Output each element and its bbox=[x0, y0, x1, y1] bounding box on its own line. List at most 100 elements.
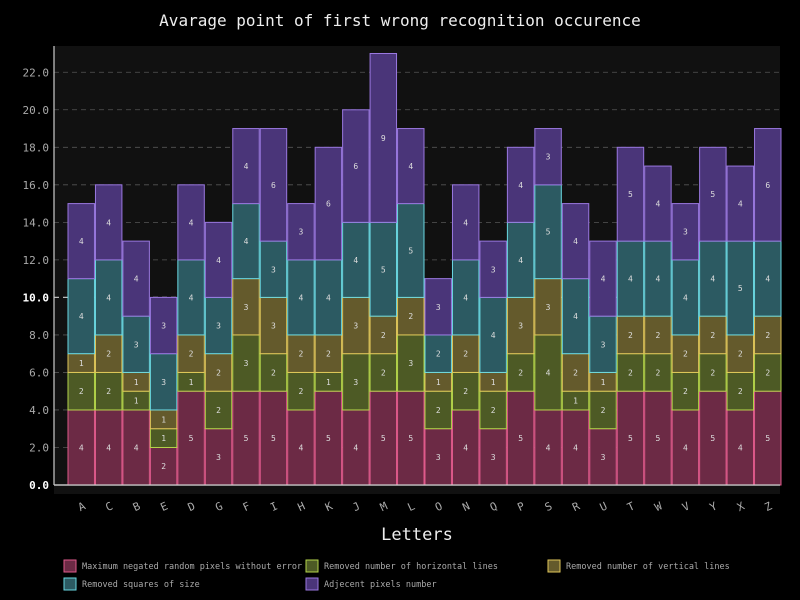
bar-segment-label: 4 bbox=[463, 293, 468, 302]
y-tick-label: 8.0 bbox=[29, 329, 49, 342]
bar-segment bbox=[369, 53, 398, 223]
bar-segment bbox=[561, 409, 590, 486]
x-tick-label: F bbox=[241, 500, 252, 515]
bar-segment bbox=[232, 390, 260, 486]
legend-label: Maximum negated random pixels without er… bbox=[82, 562, 302, 572]
bar-segment-label: 2 bbox=[216, 368, 221, 377]
bar-segment-label: 2 bbox=[765, 368, 770, 377]
x-tick-label: Y bbox=[708, 499, 720, 514]
bar-segment bbox=[644, 240, 672, 317]
bar-segment-label: 5 bbox=[656, 434, 661, 443]
bar-segment-label: 3 bbox=[518, 322, 523, 331]
x-tick-label: J bbox=[351, 500, 362, 515]
bar-segment-label: 4 bbox=[353, 256, 358, 265]
bar-segment-label: 4 bbox=[710, 275, 715, 284]
bar-segment bbox=[149, 296, 178, 355]
bar-segment bbox=[754, 390, 782, 486]
y-tick-label: 10.0 bbox=[23, 291, 50, 304]
bar-segment bbox=[726, 371, 755, 411]
bar-segment-label: 2 bbox=[683, 387, 688, 396]
bar-segment bbox=[369, 221, 398, 317]
bar-segment bbox=[451, 334, 480, 373]
bar-segment-label: 4 bbox=[573, 312, 578, 321]
bar-segment-label: 4 bbox=[408, 162, 413, 171]
bar-segment-label: 4 bbox=[106, 293, 111, 302]
bar-segment-label: 2 bbox=[161, 462, 166, 471]
bar-segment-label: 3 bbox=[601, 453, 606, 462]
bar-segment bbox=[644, 165, 672, 242]
bar-segment bbox=[259, 353, 288, 392]
y-tick-label: 22.0 bbox=[23, 66, 50, 79]
legend-label: Removed number of vertical lines bbox=[566, 562, 730, 572]
bar-segment-label: 2 bbox=[601, 406, 606, 415]
bar-segment bbox=[259, 240, 288, 298]
bar-segment-label: 3 bbox=[244, 303, 249, 312]
bar-segment-label: 4 bbox=[683, 293, 688, 302]
bar-segment bbox=[232, 128, 260, 205]
bar-segment-label: 2 bbox=[573, 368, 578, 377]
bar-segment bbox=[479, 240, 507, 298]
bar-segment bbox=[506, 353, 535, 392]
bar-segment bbox=[671, 334, 700, 373]
bar-segment bbox=[122, 409, 150, 486]
x-tick-label: H bbox=[296, 500, 307, 515]
bar-segment bbox=[699, 240, 727, 317]
legend-swatch bbox=[63, 559, 77, 573]
bar-segment bbox=[204, 296, 233, 355]
bar-segment bbox=[204, 428, 233, 486]
bar-segment-label: 5 bbox=[628, 434, 633, 443]
x-tick-label: L bbox=[406, 499, 418, 514]
bar-segment-label: 3 bbox=[353, 378, 358, 387]
bar-segment bbox=[671, 203, 700, 261]
bar-segment bbox=[204, 390, 233, 430]
x-tick-label: S bbox=[543, 500, 554, 515]
bar-segment bbox=[259, 128, 288, 242]
bar-segment bbox=[726, 165, 755, 242]
legend-swatch bbox=[63, 577, 77, 591]
bar-segment bbox=[506, 221, 535, 298]
bar-segment bbox=[94, 184, 123, 261]
bar-segment-label: 4 bbox=[656, 200, 661, 209]
bar-segment-label: 4 bbox=[738, 200, 743, 209]
bar-segment-label: 4 bbox=[518, 256, 523, 265]
bar-segment-label: 3 bbox=[601, 340, 606, 349]
bar-segment-label: 2 bbox=[765, 331, 770, 340]
x-tick-label: A bbox=[76, 499, 88, 514]
bar-segment-label: 1 bbox=[491, 378, 496, 387]
y-tick-label: 20.0 bbox=[23, 104, 50, 117]
bar-segment bbox=[534, 334, 562, 411]
bar-segment-label: 6 bbox=[326, 200, 331, 209]
bar-segment-label: 2 bbox=[518, 368, 523, 377]
legend: Maximum negated random pixels without er… bbox=[63, 559, 730, 591]
bar-segment bbox=[342, 109, 370, 223]
bar-segment bbox=[177, 334, 205, 373]
bar-segment-label: 5 bbox=[710, 434, 715, 443]
bar-segment bbox=[726, 334, 755, 373]
bar-segment-label: 2 bbox=[216, 406, 221, 415]
bar-segment bbox=[479, 296, 507, 373]
bar-segment-label: 2 bbox=[656, 368, 661, 377]
bar-segment bbox=[561, 353, 590, 392]
bar-segment-label: 2 bbox=[710, 368, 715, 377]
bar-segment bbox=[424, 428, 452, 486]
bar-segment-label: 2 bbox=[628, 331, 633, 340]
bar-segment-label: 5 bbox=[381, 434, 386, 443]
bar-segment-label: 5 bbox=[408, 246, 413, 255]
x-tick-label: X bbox=[735, 499, 747, 514]
bar-segment-label: 6 bbox=[765, 181, 770, 190]
bar-segment-label: 3 bbox=[271, 265, 276, 274]
bar-segment-label: 5 bbox=[381, 265, 386, 274]
bar-segment-label: 4 bbox=[683, 443, 688, 452]
bar-segment-label: 4 bbox=[738, 443, 743, 452]
y-tick-label: 14.0 bbox=[23, 216, 50, 229]
bar-segment-label: 2 bbox=[491, 406, 496, 415]
x-tick-label: Q bbox=[488, 500, 499, 515]
bar-segment-label: 1 bbox=[601, 378, 606, 387]
legend-swatch bbox=[305, 577, 319, 591]
bar-segment bbox=[122, 315, 150, 373]
bar-segment-label: 2 bbox=[683, 350, 688, 359]
bar-segment-label: 1 bbox=[326, 378, 331, 387]
bar-segment bbox=[397, 390, 425, 486]
bar-segment-label: 3 bbox=[683, 228, 688, 237]
bar-segment-label: 2 bbox=[710, 331, 715, 340]
